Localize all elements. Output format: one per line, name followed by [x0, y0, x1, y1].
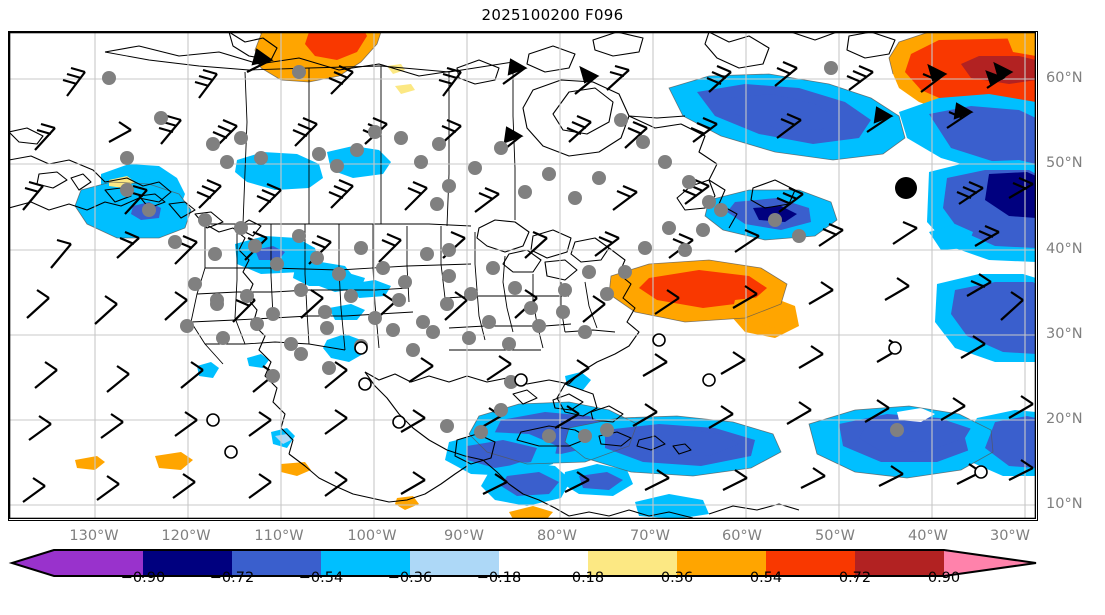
map-plot-area[interactable]	[8, 31, 1038, 521]
colorbar-tick-label: −0.90	[120, 570, 166, 586]
lat-label: 30°N	[1046, 326, 1083, 342]
colorbar-extend-low	[12, 550, 54, 576]
colorbar-band	[321, 550, 410, 576]
lon-label: 30°W	[989, 528, 1031, 544]
colorbar-tick-label: 0.72	[838, 570, 872, 586]
colorbar[interactable]: −0.90 −0.72 −0.54 −0.36 −0.18 0.18 0.36 …	[0, 548, 1105, 615]
lon-label: 90°W	[443, 528, 485, 544]
colorbar-band	[410, 550, 499, 576]
lat-label: 40°N	[1046, 241, 1083, 257]
lat-label: 10°N	[1046, 496, 1083, 512]
lon-label: 120°W	[161, 528, 211, 544]
lat-label: 50°N	[1046, 155, 1083, 171]
highlight-marker[interactable]	[895, 177, 917, 199]
lon-label: 60°W	[721, 528, 763, 544]
graticule-gridlines	[9, 32, 1036, 519]
lon-label: 110°W	[254, 528, 304, 544]
colorbar-tick-label: 0.18	[571, 570, 605, 586]
lon-label: 40°W	[907, 528, 949, 544]
lat-label: 20°N	[1046, 411, 1083, 427]
colorbar-tick-label: 0.36	[660, 570, 694, 586]
lon-label: 130°W	[69, 528, 119, 544]
colorbar-tick-label: −0.18	[476, 570, 522, 586]
colorbar-band	[54, 550, 143, 576]
map-canvas	[9, 32, 1036, 519]
colorbar-tick-label: −0.36	[387, 570, 433, 586]
colorbar-swatches	[8, 549, 1037, 578]
colorbar-band	[232, 550, 321, 576]
lat-label: 60°N	[1046, 70, 1083, 86]
page-title: 2025100200 F096	[481, 6, 624, 24]
colorbar-tick-label: 0.54	[749, 570, 783, 586]
colorbar-band	[588, 550, 677, 576]
colorbar-tick-label: −0.54	[298, 570, 344, 586]
lon-label: 50°W	[814, 528, 856, 544]
lon-label: 70°W	[629, 528, 671, 544]
colorbar-band	[143, 550, 232, 576]
colorbar-tick-label: 0.90	[927, 570, 961, 586]
colorbar-ticks	[142, 576, 945, 578]
map-frame-border	[9, 32, 1036, 519]
station-markers-open	[206, 333, 988, 479]
station-markers-filled	[102, 61, 904, 443]
lon-label: 100°W	[347, 528, 397, 544]
colorbar-tick-label: −0.72	[209, 570, 255, 586]
colorbar-band	[855, 550, 944, 576]
lon-label: 80°W	[536, 528, 578, 544]
wind-barbs-layer	[22, 48, 1034, 503]
colorbar-band	[499, 550, 588, 576]
colorbar-band	[677, 550, 766, 576]
colorbar-band	[766, 550, 855, 576]
colorbar-extend-high	[944, 550, 1036, 576]
